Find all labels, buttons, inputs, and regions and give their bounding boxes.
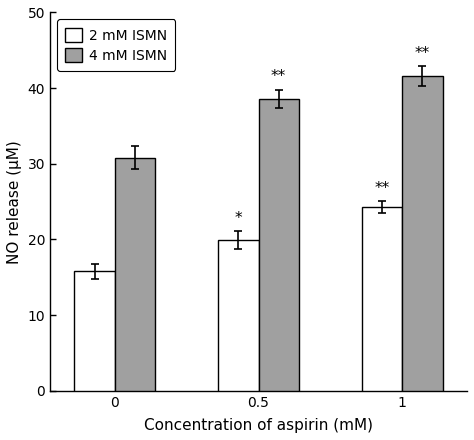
Bar: [218, 240, 258, 391]
Bar: [402, 76, 443, 391]
Y-axis label: NO release (μM): NO release (μM): [7, 140, 22, 264]
Legend: 2 mM ISMN, 4 mM ISMN: 2 mM ISMN, 4 mM ISMN: [57, 19, 175, 71]
Text: **: **: [415, 46, 430, 61]
Bar: [74, 271, 115, 391]
Text: **: **: [271, 70, 286, 84]
Text: *: *: [235, 211, 242, 226]
X-axis label: Concentration of aspirin (mM): Concentration of aspirin (mM): [144, 418, 373, 433]
Bar: [258, 99, 299, 391]
Bar: [362, 207, 402, 391]
Text: **: **: [374, 180, 390, 196]
Bar: [115, 158, 155, 391]
